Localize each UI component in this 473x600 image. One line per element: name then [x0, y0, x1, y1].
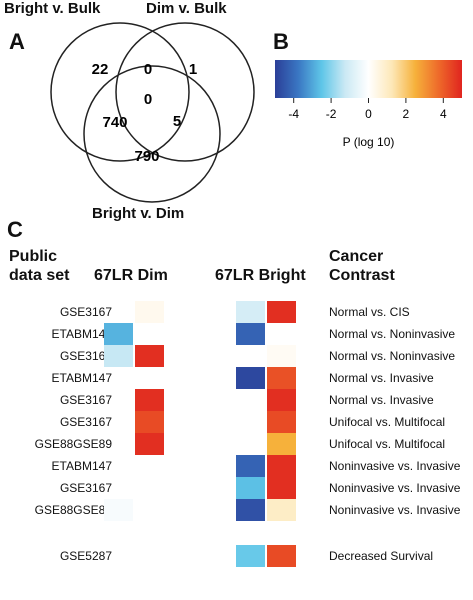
colorbar-tick-label: 4 — [440, 107, 447, 121]
row-dataset-label: GSE88GSE89 — [34, 503, 112, 517]
header-67lr-bright: 67LR Bright — [215, 267, 306, 284]
heatmap-cell-bright-up — [267, 389, 296, 411]
header-public-data-set-line-2: data set — [9, 267, 70, 284]
row-contrast-label: Unifocal vs. Multifocal — [329, 415, 446, 429]
venn-count-all-three: 0 — [144, 91, 152, 108]
panel-letter-c: C — [7, 217, 23, 242]
row-dataset-label: GSE3167 — [59, 393, 112, 407]
row-contrast-label: Normal vs. Invasive — [329, 393, 434, 407]
venn-count-dim-bulk-only: 1 — [189, 61, 197, 78]
row-dataset-label: ETABM147 — [51, 371, 112, 385]
heatmap-cell-dim-down — [104, 499, 133, 521]
colorbar-ticks: -4 -2 0 2 4 — [288, 98, 447, 121]
colorbar: -4 -2 0 2 4 P (log 10) — [275, 60, 462, 149]
heatmap-cell-bright-up — [267, 433, 296, 455]
heatmap-cell-bright-up — [267, 477, 296, 499]
heatmap-cell-dim-up — [135, 301, 164, 323]
row-contrast-label: Noninvasive vs. Invasive — [329, 481, 461, 495]
row-dataset-label: ETABM147 — [51, 327, 112, 341]
venn-count-bright-bulk-and-bright-dim: 740 — [102, 114, 127, 131]
venn-count-bright-bulk-only: 22 — [92, 61, 109, 78]
row-dataset-label: GSE3167 — [59, 305, 112, 319]
venn-count-dim-bulk-and-bright-dim: 5 — [173, 113, 181, 130]
heatmap-cell-bright-up — [267, 499, 296, 521]
heatmap-cell-dim-down — [104, 345, 133, 367]
colorbar-tick-label: 0 — [365, 107, 372, 121]
header-public-data-set: Public data set — [9, 247, 69, 285]
header-public-data-set-line-1: Public — [9, 248, 58, 265]
row-contrast-label: Normal vs. CIS — [329, 305, 410, 319]
row-dataset-label: GSE88GSE89 — [34, 437, 112, 451]
colorbar-ramp — [275, 60, 462, 98]
heatmap-cell-bright-up — [267, 301, 296, 323]
row-dataset-label: GSE3167 — [59, 481, 112, 495]
header-cancer-contrast-line-1: Cancer — [329, 248, 384, 265]
colorbar-tick-label: -2 — [326, 107, 337, 121]
heatmap-cell-bright-up — [267, 545, 296, 567]
row-contrast-label: Noninvasive vs. Invasive — [329, 503, 461, 517]
heatmap-cell-bright-up — [267, 455, 296, 477]
row-dataset-label: GSE5287 — [59, 549, 112, 563]
heatmap-cell-bright-up — [267, 411, 296, 433]
heatmap-cell-dim-up — [135, 345, 164, 367]
row-contrast-label: Normal vs. Invasive — [329, 371, 434, 385]
venn-count-bright-dim-bulk: 0 — [144, 61, 152, 78]
heatmap-cell-bright-down — [236, 499, 265, 521]
row-contrast-label: Normal vs. Noninvasive — [329, 349, 456, 363]
venn-label-dim-v-bulk: Dim v. Bulk — [146, 0, 227, 17]
row-dataset-label: GSE3167 — [59, 349, 112, 363]
row-contrast-label: Noninvasive vs. Invasive — [329, 459, 461, 473]
venn-count-bright-dim-only: 790 — [134, 148, 159, 165]
venn-circle-dim-v-bulk — [115, 22, 255, 162]
venn-circle-bright-v-bulk — [50, 22, 190, 162]
panel-letter-a: A — [9, 29, 25, 54]
row-dataset-label: ETABM147 — [51, 459, 112, 473]
heatmap-cell-dim-down — [104, 323, 133, 345]
colorbar-tick-label: -4 — [288, 107, 299, 121]
heatmap-cell-dim-up — [135, 389, 164, 411]
heatmap-cell-bright-down — [236, 477, 265, 499]
header-cancer-contrast-line-2: Contrast — [329, 267, 395, 284]
heatmap-cell-bright-up — [267, 367, 296, 389]
venn-diagram: 22 0 1 0 740 5 790 — [50, 22, 255, 203]
heatmap-cell-bright-down — [236, 301, 265, 323]
heatmap-cell-bright-down — [236, 323, 265, 345]
venn-label-bright-v-dim: Bright v. Dim — [92, 205, 185, 222]
colorbar-label: P (log 10) — [343, 135, 395, 149]
header-cancer-contrast: Cancer Contrast — [329, 247, 395, 285]
header-67lr-dim: 67LR Dim — [94, 267, 168, 284]
heatmap-cell-dim-up — [135, 433, 164, 455]
colorbar-tick-label: 2 — [403, 107, 410, 121]
heatmap-cell-bright-down — [236, 367, 265, 389]
heatmap-cell-dim-up — [135, 411, 164, 433]
row-contrast-label: Normal vs. Noninvasive — [329, 327, 456, 341]
heatmap-cell-bright-down — [236, 455, 265, 477]
row-contrast-label: Unifocal vs. Multifocal — [329, 437, 446, 451]
row-dataset-label: GSE3167 — [59, 415, 112, 429]
panel-letter-b: B — [273, 29, 289, 54]
heatmap-cell-bright-down — [236, 545, 265, 567]
venn-label-bright-v-bulk: Bright v. Bulk — [4, 0, 101, 17]
venn-circle-bright-v-dim — [83, 65, 221, 203]
heatmap-cell-bright-up — [267, 345, 296, 367]
row-contrast-label: Decreased Survival — [329, 549, 434, 563]
